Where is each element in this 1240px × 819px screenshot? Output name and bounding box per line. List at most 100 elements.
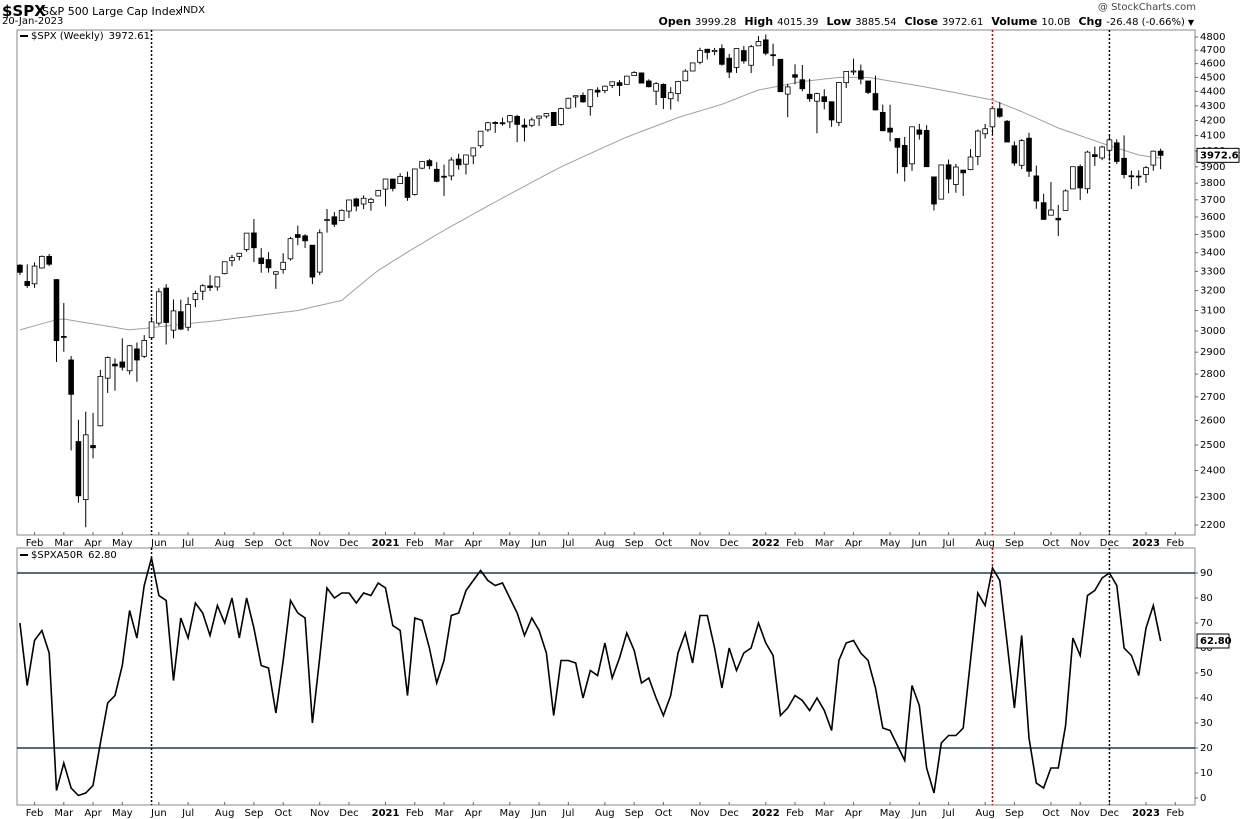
candle-body <box>90 445 96 449</box>
y-tick-label: 2900 <box>1200 347 1225 358</box>
x-tick-label: Mar <box>815 538 835 549</box>
x-tick-label: Apr <box>845 538 863 549</box>
candle-body <box>770 54 776 57</box>
candle-body <box>455 158 462 166</box>
candle-body <box>134 348 140 361</box>
y-tick-label: 4800 <box>1200 32 1225 43</box>
indicator-line <box>19 557 1162 797</box>
candle-body <box>528 119 535 126</box>
candle-body <box>1055 217 1062 221</box>
candle-body <box>550 111 557 127</box>
candle-body <box>726 57 733 73</box>
candle-body <box>156 291 162 324</box>
x-tick-label: May <box>500 808 521 819</box>
candle-body <box>689 62 696 72</box>
x-tick-label: Feb <box>406 808 424 819</box>
x-tick-label: Aug <box>595 808 615 819</box>
candle-body <box>163 287 169 323</box>
x-tick-label: 2023 <box>1132 808 1160 819</box>
y-tick-label: 3900 <box>1200 162 1225 173</box>
candle-body <box>616 82 623 86</box>
candle-body <box>682 70 689 82</box>
y-tick-label: 2700 <box>1200 392 1225 403</box>
last-price: 3972.61 <box>1200 150 1240 161</box>
x-tick-label: Apr <box>845 808 863 819</box>
y-tick-label: 4500 <box>1200 72 1225 83</box>
candle-body <box>404 176 411 198</box>
candle-body <box>68 359 74 395</box>
legend-value: 62.80 <box>88 550 117 561</box>
x-tick-label: Mar <box>54 808 74 819</box>
legend-label: $SPXA50R <box>31 550 83 561</box>
candle-body <box>521 124 528 128</box>
candle-body <box>697 50 703 63</box>
candle-body <box>872 93 879 111</box>
x-tick-label: Jun <box>530 538 547 549</box>
candle-body <box>463 154 469 165</box>
candle-body <box>836 82 842 123</box>
x-tick-label: Feb <box>786 808 804 819</box>
x-tick-label: Oct <box>1042 538 1059 549</box>
x-tick-label: May <box>112 538 133 549</box>
candle-body <box>536 115 542 119</box>
candle-body <box>828 101 835 121</box>
candle-body <box>602 85 608 91</box>
candle-body <box>865 80 871 93</box>
candle-body <box>499 122 506 125</box>
x-tick-label: Dec <box>1100 808 1119 819</box>
candle-body <box>338 209 345 221</box>
candle-body <box>901 145 908 168</box>
candle-body <box>258 257 265 265</box>
x-tick-label: 2023 <box>1132 538 1160 549</box>
y-tick-label: 2200 <box>1200 520 1225 531</box>
candle-body <box>17 264 23 273</box>
candle-body <box>733 48 740 68</box>
candle-body <box>982 128 988 135</box>
candle-body <box>397 176 403 185</box>
candle-body <box>565 97 572 109</box>
candle-body <box>850 70 857 73</box>
candle-body <box>31 265 38 285</box>
x-tick-label: Apr <box>465 538 483 549</box>
x-tick-label: Mar <box>435 808 455 819</box>
candle-body <box>207 285 213 288</box>
x-tick-label: Dec <box>720 808 739 819</box>
candle-body <box>411 168 418 195</box>
exchange: INDX <box>180 5 205 16</box>
x-tick-label: Jun <box>150 538 167 549</box>
chart-date: 20-Jan-2023 <box>2 16 64 27</box>
x-tick-label: Oct <box>655 538 672 549</box>
x-tick-label: Jul <box>942 808 955 819</box>
x-tick-label: Dec <box>1100 538 1119 549</box>
x-tick-label: Nov <box>1070 808 1090 819</box>
y-tick-label: 80 <box>1200 593 1213 604</box>
candle-body <box>294 234 301 238</box>
candle-body <box>1092 154 1098 157</box>
candle-body <box>572 95 579 98</box>
x-tick-label: May <box>500 538 521 549</box>
x-tick-label: Jun <box>530 808 547 819</box>
x-tick-label: Jul <box>942 538 955 549</box>
candle-body <box>53 279 60 342</box>
candle-body <box>953 166 959 185</box>
candle-body <box>514 115 520 125</box>
last-value-box <box>1196 633 1230 649</box>
candle-body <box>792 74 798 78</box>
y-tick-label: 3200 <box>1200 286 1225 297</box>
candle-body <box>221 261 228 275</box>
menu-arrow[interactable]: ▼ <box>1187 18 1194 27</box>
x-tick-label: Jul <box>561 538 574 549</box>
candle-body <box>858 70 864 80</box>
candle-body <box>580 95 586 103</box>
candle-body <box>433 168 440 182</box>
y-tick-label: 3400 <box>1200 248 1225 259</box>
y-tick-label: 70 <box>1200 618 1213 629</box>
y-tick-label: 2400 <box>1200 466 1225 477</box>
quote-value: 10.0B <box>1041 17 1071 28</box>
candle-body <box>975 130 981 157</box>
candle-body <box>346 199 352 212</box>
x-tick-label: Jul <box>561 808 574 819</box>
candle-body <box>638 72 645 84</box>
x-tick-label: Dec <box>720 538 739 549</box>
